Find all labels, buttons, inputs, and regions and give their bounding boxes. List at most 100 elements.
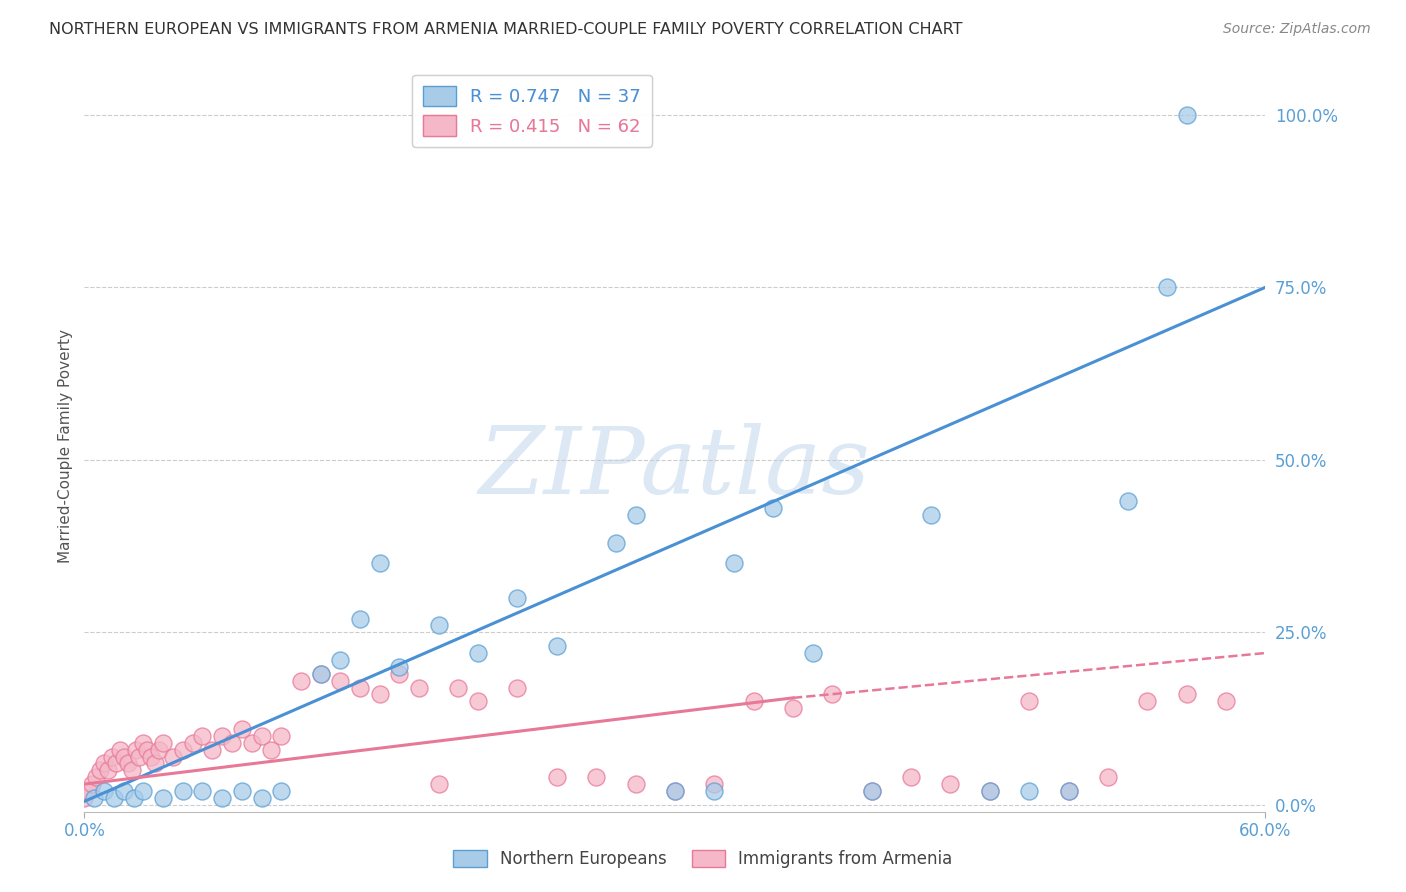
Point — [128, 749, 150, 764]
Point — [979, 784, 1001, 798]
Point — [821, 687, 844, 701]
Point — [83, 791, 105, 805]
Point — [121, 764, 143, 778]
Point — [1156, 280, 1178, 294]
Point — [1057, 784, 1080, 798]
Point — [141, 749, 163, 764]
Point — [388, 666, 411, 681]
Point — [546, 770, 568, 784]
Point — [231, 784, 253, 798]
Point — [89, 764, 111, 778]
Point — [211, 791, 233, 805]
Point — [467, 646, 489, 660]
Point — [221, 736, 243, 750]
Point — [1018, 784, 1040, 798]
Point — [782, 701, 804, 715]
Point — [408, 681, 430, 695]
Point — [762, 501, 785, 516]
Point — [801, 646, 824, 660]
Point — [117, 756, 139, 771]
Point — [703, 784, 725, 798]
Point — [132, 784, 155, 798]
Point — [290, 673, 312, 688]
Point — [979, 784, 1001, 798]
Point — [427, 777, 450, 791]
Point — [270, 729, 292, 743]
Point — [309, 666, 332, 681]
Point — [1175, 687, 1198, 701]
Point — [506, 681, 529, 695]
Point — [703, 777, 725, 791]
Point — [349, 611, 371, 625]
Point — [447, 681, 470, 695]
Point — [427, 618, 450, 632]
Point — [939, 777, 962, 791]
Point — [1136, 694, 1159, 708]
Point — [201, 742, 224, 756]
Point — [93, 784, 115, 798]
Point — [84, 770, 107, 784]
Point — [191, 729, 214, 743]
Point — [104, 756, 127, 771]
Point — [1018, 694, 1040, 708]
Point — [546, 639, 568, 653]
Point — [77, 784, 100, 798]
Point — [103, 791, 125, 805]
Text: Source: ZipAtlas.com: Source: ZipAtlas.com — [1223, 22, 1371, 37]
Point — [112, 784, 135, 798]
Point — [172, 742, 194, 756]
Point — [112, 749, 135, 764]
Point — [101, 749, 124, 764]
Point — [93, 756, 115, 771]
Point — [1215, 694, 1237, 708]
Point — [162, 749, 184, 764]
Point — [191, 784, 214, 798]
Point — [152, 736, 174, 750]
Point — [1175, 108, 1198, 122]
Point — [97, 764, 120, 778]
Point — [368, 557, 391, 571]
Point — [250, 791, 273, 805]
Point — [1097, 770, 1119, 784]
Point — [122, 791, 145, 805]
Point — [1057, 784, 1080, 798]
Point — [143, 756, 166, 771]
Point — [250, 729, 273, 743]
Text: ZIPatlas: ZIPatlas — [479, 423, 870, 513]
Legend: Northern Europeans, Immigrants from Armenia: Northern Europeans, Immigrants from Arme… — [447, 843, 959, 875]
Point — [309, 666, 332, 681]
Point — [152, 791, 174, 805]
Point — [211, 729, 233, 743]
Y-axis label: Married-Couple Family Poverty: Married-Couple Family Poverty — [58, 329, 73, 563]
Point — [723, 557, 745, 571]
Point — [172, 784, 194, 798]
Point — [664, 784, 686, 798]
Point — [349, 681, 371, 695]
Point — [181, 736, 204, 750]
Point — [132, 736, 155, 750]
Point — [467, 694, 489, 708]
Point — [82, 777, 104, 791]
Point — [624, 777, 647, 791]
Point — [388, 660, 411, 674]
Point — [231, 722, 253, 736]
Point — [148, 742, 170, 756]
Point — [624, 508, 647, 522]
Point — [329, 673, 352, 688]
Point — [329, 653, 352, 667]
Point — [585, 770, 607, 784]
Point — [73, 791, 96, 805]
Point — [1116, 494, 1139, 508]
Point — [260, 742, 283, 756]
Text: NORTHERN EUROPEAN VS IMMIGRANTS FROM ARMENIA MARRIED-COUPLE FAMILY POVERTY CORRE: NORTHERN EUROPEAN VS IMMIGRANTS FROM ARM… — [49, 22, 963, 37]
Point — [860, 784, 883, 798]
Point — [124, 742, 146, 756]
Point — [920, 508, 942, 522]
Point — [240, 736, 263, 750]
Point — [860, 784, 883, 798]
Point — [136, 742, 159, 756]
Point — [900, 770, 922, 784]
Point — [368, 687, 391, 701]
Point — [108, 742, 131, 756]
Legend: R = 0.747   N = 37, R = 0.415   N = 62: R = 0.747 N = 37, R = 0.415 N = 62 — [412, 75, 651, 147]
